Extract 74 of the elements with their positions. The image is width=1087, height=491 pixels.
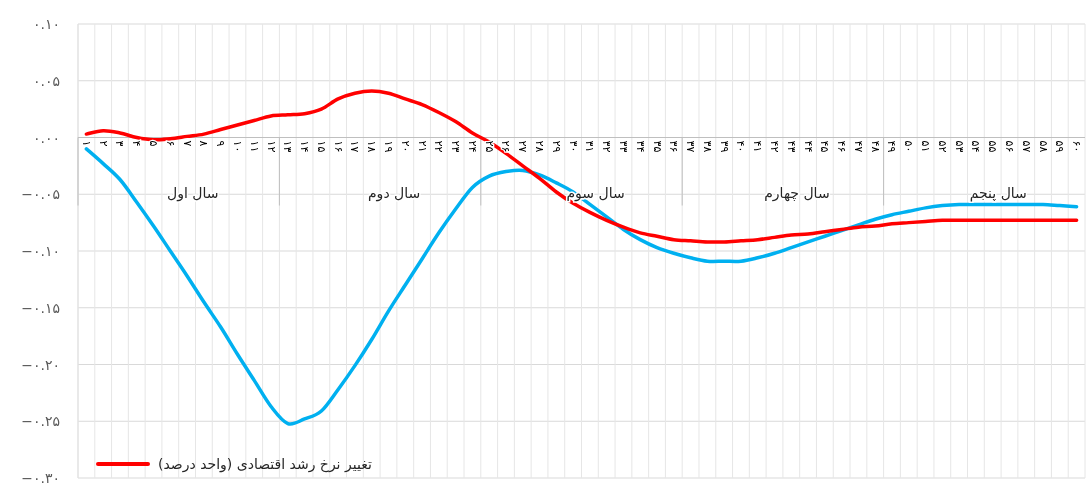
x-tick-label: ۱۸ bbox=[365, 140, 379, 153]
x-tick-label: ۴۴ bbox=[801, 140, 815, 153]
x-tick-label: ۳۰ bbox=[566, 140, 580, 153]
x-tick-label: ۳۹ bbox=[717, 140, 731, 153]
x-tick-label: ۲۱ bbox=[415, 140, 429, 153]
x-tick-label: ۳۱ bbox=[583, 140, 597, 153]
x-tick-label: ۲ bbox=[96, 140, 110, 147]
x-tick-label: ۵۰ bbox=[902, 140, 916, 153]
y-tick-label: −۰.۲۰ bbox=[21, 356, 60, 373]
y-tick-label: −۰.۱۵ bbox=[21, 299, 60, 316]
annotation: سال چهارم bbox=[764, 184, 830, 202]
x-tick-label: ۴۷ bbox=[851, 140, 865, 153]
x-tick-label: ۴۶ bbox=[835, 140, 849, 153]
x-tick-label: ۱۲ bbox=[264, 140, 278, 153]
x-tick-label: ۱۰ bbox=[230, 140, 244, 153]
x-tick-label: ۴ bbox=[130, 140, 144, 147]
x-tick-label: ۹ bbox=[214, 140, 228, 147]
x-tick-label: ۸ bbox=[197, 140, 211, 147]
x-tick-label: ۳۲ bbox=[600, 140, 614, 153]
y-tick-label: −۰.۳۰ bbox=[21, 470, 60, 486]
x-tick-label: ۲۴ bbox=[465, 140, 479, 153]
x-tick-label: ۱۹ bbox=[381, 140, 395, 153]
x-tick-label: ۱۳ bbox=[281, 140, 295, 153]
y-tick-label: ۰.۰۰ bbox=[32, 129, 60, 146]
x-tick-label: ۶ bbox=[163, 140, 177, 147]
x-tick-label: ۵۳ bbox=[952, 140, 966, 153]
x-tick-label: ۵۱ bbox=[919, 140, 933, 153]
x-tick-label: ۵۲ bbox=[935, 140, 949, 153]
x-tick-label: ۱ bbox=[79, 140, 93, 147]
annotation: سال اول bbox=[166, 184, 219, 202]
x-tick-label: ۱۱ bbox=[247, 140, 261, 153]
x-tick-label: ۴۲ bbox=[768, 140, 782, 153]
x-tick-label: ۵۴ bbox=[969, 140, 983, 153]
y-tick-label: −۰.۱۰ bbox=[21, 243, 60, 259]
x-tick-label: ۳۵ bbox=[650, 140, 664, 153]
x-tick-label: ۱۴ bbox=[298, 140, 312, 153]
x-tick-label: ۴۵ bbox=[818, 140, 832, 153]
y-tick-label: ۰.۰۵ bbox=[32, 72, 60, 89]
x-tick-label: ۱۷ bbox=[348, 140, 362, 153]
x-tick-label: ۲۵ bbox=[482, 140, 496, 153]
x-tick-label: ۳۴ bbox=[633, 140, 647, 153]
x-tick-label: ۵ bbox=[147, 140, 161, 147]
x-tick-label: ۴۸ bbox=[868, 140, 882, 153]
x-tick-label: ۳۶ bbox=[667, 140, 681, 153]
y-tick-label: −۰.۲۵ bbox=[21, 413, 60, 430]
x-tick-label: ۴۰ bbox=[734, 140, 748, 153]
x-tick-label: ۴۳ bbox=[784, 140, 798, 153]
annotation: سال پنجم bbox=[969, 184, 1027, 202]
x-tick-label: ۲۶ bbox=[499, 140, 513, 153]
x-tick-label: ۳۷ bbox=[684, 140, 698, 153]
x-tick-label: ۲۳ bbox=[449, 140, 463, 153]
x-tick-label: ۲۷ bbox=[516, 140, 530, 153]
x-tick-label: ۲۲ bbox=[432, 140, 446, 153]
x-tick-label: ۱۶ bbox=[331, 140, 345, 153]
x-tick-label: ۱۵ bbox=[314, 140, 328, 153]
x-tick-label: ۵۹ bbox=[1053, 140, 1067, 153]
annotation: سال دوم bbox=[367, 184, 421, 202]
x-tick-label: ۲۸ bbox=[533, 140, 547, 153]
x-tick-label: ۳۸ bbox=[700, 140, 714, 153]
x-tick-label: ۳۳ bbox=[616, 140, 630, 153]
x-tick-label: ۷ bbox=[180, 140, 194, 147]
legend-label: تغییر نرخ رشد اقتصادی (واحد درصد) bbox=[158, 456, 372, 473]
x-tick-label: ۶۰ bbox=[1070, 140, 1084, 153]
x-tick-label: ۵۵ bbox=[986, 140, 1000, 153]
x-tick-label: ۲۹ bbox=[549, 140, 563, 153]
x-tick-label: ۵۶ bbox=[1002, 140, 1016, 153]
y-tick-label: ۰.۱۰ bbox=[32, 16, 60, 32]
x-tick-label: ۴۱ bbox=[751, 140, 765, 153]
x-tick-label: ۵۷ bbox=[1019, 140, 1033, 153]
x-tick-label: ۲۰ bbox=[398, 140, 412, 153]
y-tick-label: −۰.۰۵ bbox=[21, 186, 60, 203]
x-tick-label: ۴۹ bbox=[885, 140, 899, 153]
x-tick-label: ۵۸ bbox=[1036, 140, 1050, 153]
x-tick-label: ۳ bbox=[113, 140, 127, 147]
